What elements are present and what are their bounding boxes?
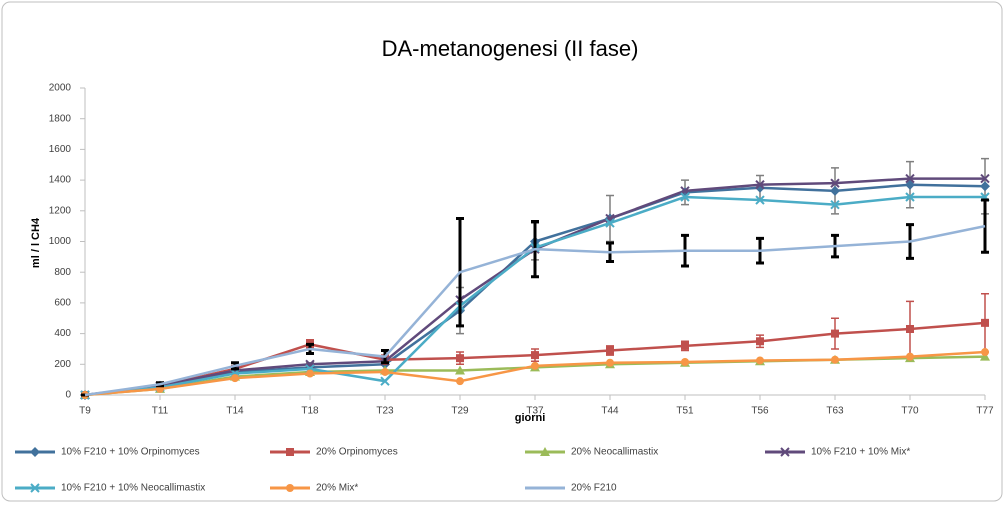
marker [231, 374, 239, 383]
legend-label: 20% Neocallimastix [571, 447, 658, 458]
x-tick-label: T70 [901, 406, 919, 417]
marker [680, 192, 690, 202]
series [81, 348, 989, 399]
x-tick-label: T44 [601, 406, 619, 417]
x-tick-label: T23 [376, 406, 394, 417]
marker [831, 355, 839, 364]
marker [981, 318, 989, 327]
marker [681, 357, 689, 366]
x-tick-label: T37 [526, 406, 544, 417]
marker [286, 484, 294, 492]
marker [306, 369, 314, 378]
legend-label: 20% Mix* [316, 483, 358, 494]
legend-label: 20% Orpinomyces [316, 447, 398, 458]
marker [755, 179, 765, 190]
marker [30, 447, 40, 457]
marker [981, 348, 989, 357]
y-tick-label: 600 [54, 298, 71, 309]
legend-label: 10% F210 + 10% Mix* [811, 447, 910, 458]
y-axis-label: ml / l CH4 [30, 217, 42, 268]
x-tick-label: T77 [976, 406, 994, 417]
y-tick-label: 2000 [49, 83, 72, 94]
marker [30, 483, 40, 493]
y-tick-label: 800 [54, 267, 71, 278]
x-tick-label: T29 [451, 406, 469, 417]
marker [830, 185, 840, 196]
x-tick-label: T9 [79, 406, 91, 417]
marker [380, 376, 390, 386]
marker [980, 351, 990, 361]
marker [455, 365, 465, 375]
x-tick-label: T14 [226, 406, 244, 417]
y-tick-label: 200 [54, 359, 71, 370]
marker [755, 195, 765, 205]
marker [980, 173, 990, 184]
x-tick-label: T11 [152, 406, 169, 417]
series [81, 198, 989, 397]
marker [830, 178, 840, 188]
marker [381, 367, 389, 376]
series-line [84, 224, 986, 397]
y-tick-label: 1000 [49, 236, 72, 247]
y-tick-label: 1800 [49, 113, 72, 124]
x-tick-label: T56 [751, 406, 769, 417]
y-tick-label: 1400 [49, 175, 72, 186]
marker [605, 218, 615, 228]
x-tick-label: T63 [826, 406, 844, 417]
marker [756, 337, 764, 346]
marker [780, 447, 790, 457]
marker [830, 199, 840, 210]
marker [831, 329, 839, 338]
marker [531, 351, 539, 360]
marker [905, 192, 915, 202]
marker [906, 352, 914, 361]
legend-label: 10% F210 + 10% Orpinomyces [61, 447, 200, 458]
y-tick-label: 400 [54, 328, 71, 339]
x-tick-label: T18 [301, 406, 319, 417]
marker [286, 448, 294, 456]
marker [681, 341, 689, 350]
marker [756, 356, 764, 365]
marker [606, 346, 614, 355]
marker [980, 181, 990, 192]
marker [606, 358, 614, 367]
marker [905, 173, 915, 184]
x-tick-label: T51 [676, 406, 694, 417]
marker [456, 377, 464, 386]
x-axis-label: giorni [515, 412, 546, 424]
legend-label: 10% F210 + 10% Neocallimastix [61, 483, 205, 494]
y-tick-label: 0 [65, 390, 71, 401]
y-tick-label: 1200 [49, 205, 72, 216]
marker [540, 447, 550, 456]
legend-label: 20% F210 [571, 483, 617, 494]
chart-title: DA-metanogenesi (II fase) [382, 36, 639, 61]
marker [906, 324, 914, 333]
marker [531, 361, 539, 370]
y-tick-label: 1600 [49, 144, 72, 155]
marker [456, 354, 464, 363]
